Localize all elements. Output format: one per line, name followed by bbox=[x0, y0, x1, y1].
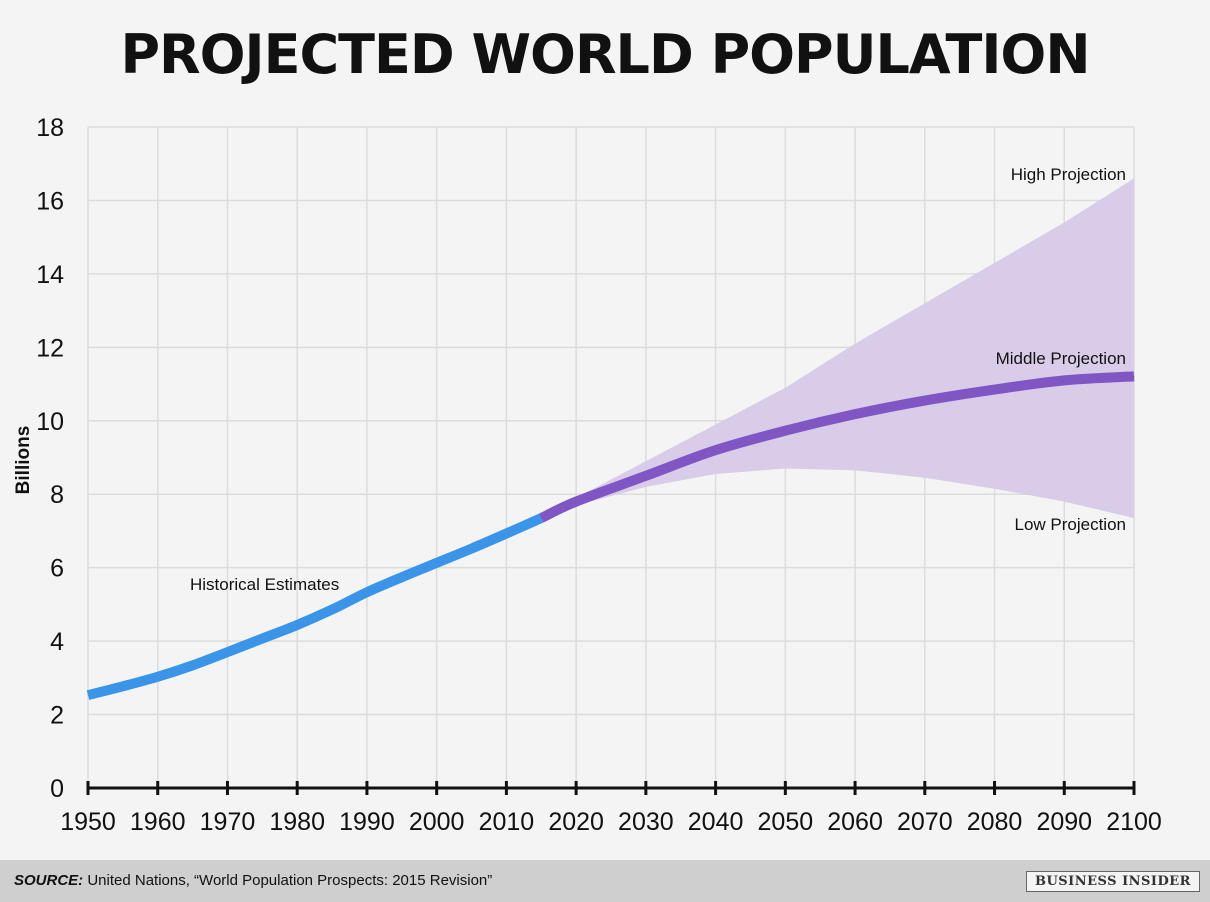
business-insider-logo: BUSINESS INSIDER bbox=[1025, 871, 1200, 892]
x-tick-label-2050: 2050 bbox=[758, 808, 814, 836]
x-tick-label-1990: 1990 bbox=[339, 808, 395, 836]
x-tick-label-2080: 2080 bbox=[967, 808, 1023, 836]
population-chart: 1950 1960 1970 1980 1990 2000 2010 2020 2030 2040… bbox=[13, 114, 1162, 836]
data-point-historical-estimates-2005 bbox=[471, 548, 473, 550]
data-point-historical-estimates-1970 bbox=[226, 651, 228, 653]
x-tick-label-2000: 2000 bbox=[409, 808, 465, 836]
x-tick-label-1960: 1960 bbox=[130, 808, 186, 836]
y-tick-label-18: 18 bbox=[36, 114, 64, 142]
source-label: SOURCE: bbox=[14, 872, 84, 889]
x-tick-label-2070: 2070 bbox=[897, 808, 953, 836]
data-point-historical-estimates-1975 bbox=[261, 638, 263, 640]
y-tick-label-16: 16 bbox=[36, 187, 64, 215]
data-point-middle-projection-2060 bbox=[854, 413, 856, 415]
y-tick-label-0: 0 bbox=[50, 775, 64, 803]
series-line-middle-projection bbox=[539, 371, 1135, 523]
data-point-historical-estimates-1995 bbox=[401, 576, 403, 578]
annotation-middle-projection: Middle Projection bbox=[996, 349, 1126, 368]
x-tick-label-2020: 2020 bbox=[548, 808, 604, 836]
series-line-historical-estimates bbox=[86, 513, 544, 700]
projection-band bbox=[541, 178, 1134, 519]
data-point-historical-estimates-1955 bbox=[122, 685, 124, 687]
data-point-historical-estimates-2000 bbox=[436, 562, 438, 564]
data-point-historical-estimates-1950 bbox=[87, 694, 89, 696]
chart-title: PROJECTED WORLD POPULATION bbox=[120, 23, 1090, 86]
label-layer: Billions High Projection Middle Projecti… bbox=[13, 165, 1126, 594]
x-tick-label-2100: 2100 bbox=[1106, 808, 1162, 836]
y-tick-label-12: 12 bbox=[36, 334, 64, 362]
data-point-historical-estimates-1980 bbox=[296, 624, 298, 626]
x-tick-label-2060: 2060 bbox=[827, 808, 883, 836]
x-tick-label-2030: 2030 bbox=[618, 808, 674, 836]
y-tick-label-10: 10 bbox=[36, 408, 64, 436]
x-tick-label-2090: 2090 bbox=[1036, 808, 1092, 836]
data-point-historical-estimates-1990 bbox=[366, 591, 368, 593]
source-line: SOURCE: United Nations, “World Populatio… bbox=[14, 872, 492, 889]
x-tick-label-1980: 1980 bbox=[269, 808, 325, 836]
data-point-middle-projection-2080 bbox=[994, 389, 996, 391]
data-point-middle-projection-2015 bbox=[540, 517, 542, 519]
x-tick-label-2040: 2040 bbox=[688, 808, 744, 836]
source-text: United Nations, “World Population Prospe… bbox=[83, 872, 493, 889]
projection-band-layer bbox=[541, 178, 1134, 519]
data-point-middle-projection-2100 bbox=[1133, 375, 1135, 377]
y-tick-label-2: 2 bbox=[50, 702, 64, 730]
data-point-middle-projection-2040 bbox=[715, 449, 717, 451]
annotation-high-projection: High Projection bbox=[1011, 165, 1126, 184]
data-point-historical-estimates-1965 bbox=[192, 664, 194, 666]
data-point-middle-projection-2070 bbox=[924, 400, 926, 402]
data-point-middle-projection-2030 bbox=[645, 475, 647, 477]
axis-layer: 1950 1960 1970 1980 1990 2000 2010 2020 2030 2040… bbox=[36, 114, 1162, 836]
data-point-middle-projection-2050 bbox=[784, 430, 786, 432]
y-axis-label: Billions bbox=[13, 426, 34, 495]
y-tick-label-6: 6 bbox=[50, 555, 64, 583]
data-point-middle-projection-2090 bbox=[1063, 379, 1065, 381]
x-tick-label-1970: 1970 bbox=[200, 808, 256, 836]
y-tick-label-4: 4 bbox=[50, 628, 64, 656]
x-tick-label-2010: 2010 bbox=[479, 808, 535, 836]
series-layer bbox=[86, 371, 1135, 700]
data-point-historical-estimates-2010 bbox=[505, 533, 507, 535]
footer-bar: SOURCE: United Nations, “World Populatio… bbox=[0, 860, 1210, 902]
y-tick-label-8: 8 bbox=[50, 481, 64, 509]
y-tick-label-14: 14 bbox=[36, 261, 64, 289]
data-point-historical-estimates-1985 bbox=[331, 609, 333, 611]
x-tick-label-1950: 1950 bbox=[60, 808, 116, 836]
annotation-historical-estimates: Historical Estimates bbox=[190, 575, 339, 594]
annotation-low-projection: Low Projection bbox=[1014, 515, 1126, 534]
data-point-middle-projection-2020 bbox=[575, 501, 577, 503]
data-point-historical-estimates-1960 bbox=[157, 676, 159, 678]
